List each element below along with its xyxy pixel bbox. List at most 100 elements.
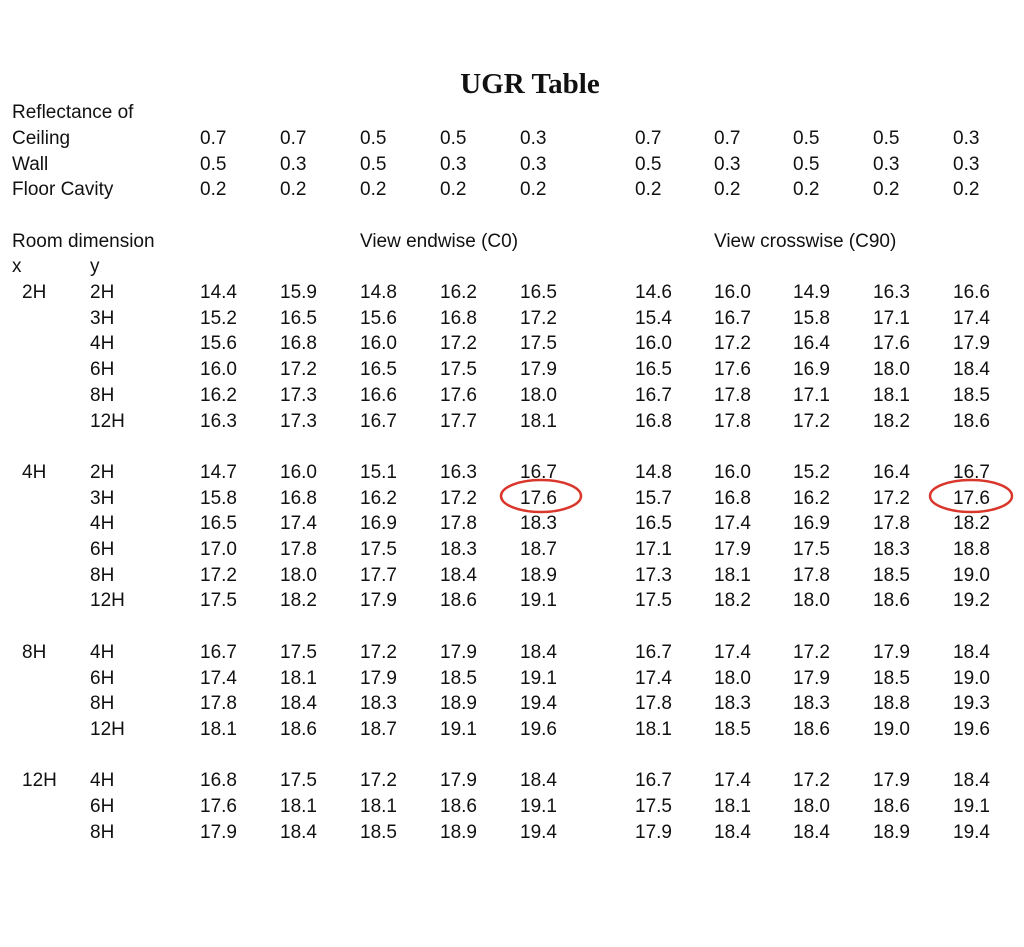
ugr-value: 18.3 <box>440 539 477 560</box>
ugr-value: 17.1 <box>873 307 910 329</box>
ugr-value: 16.4 <box>873 461 910 483</box>
ugr-value: 17.9 <box>520 359 557 381</box>
ugr-value: 19.0 <box>953 564 990 586</box>
ugr-value: 18.4 <box>953 770 990 792</box>
ugr-value: 17.2 <box>440 333 477 355</box>
ugr-value: 16.8 <box>714 487 751 509</box>
ugr-value: 19.0 <box>873 718 910 740</box>
reflectance-value: 0.2 <box>714 179 741 201</box>
ugr-value: 17.2 <box>714 333 751 355</box>
ugr-value: 18.9 <box>520 564 557 586</box>
y-dimension: 4H <box>90 641 115 663</box>
ugr-value: 17.8 <box>635 693 672 715</box>
ugr-value: 18.1 <box>714 796 751 817</box>
ugr-value: 18.6 <box>440 590 477 612</box>
ugr-value: 17.6 <box>873 333 910 355</box>
ugr-value: 17.7 <box>440 410 477 432</box>
reflectance-value: 0.2 <box>360 179 387 201</box>
ugr-value: 17.3 <box>635 564 672 586</box>
ugr-value: 17.3 <box>280 410 317 432</box>
ugr-value: 18.2 <box>953 513 990 535</box>
ugr-value: 18.1 <box>635 718 672 740</box>
ugr-value: 15.7 <box>635 487 672 509</box>
ugr-value: 17.1 <box>793 384 830 406</box>
y-dimension: 12H <box>90 410 125 432</box>
ugr-value: 17.1 <box>635 539 672 560</box>
ugr-value: 18.1 <box>520 410 557 432</box>
ugr-value: 17.5 <box>280 770 317 792</box>
ugr-value: 17.9 <box>714 539 751 560</box>
ugr-value: 16.7 <box>360 410 397 432</box>
ugr-value: 18.0 <box>280 564 317 586</box>
reflectance-value: 0.2 <box>440 179 467 201</box>
x-label: x <box>12 256 22 277</box>
ugr-value: 19.4 <box>953 821 990 843</box>
reflectance-label: Wall <box>12 153 49 175</box>
reflectance-value: 0.5 <box>635 153 662 175</box>
ugr-value: 17.8 <box>793 564 830 586</box>
ugr-value: 17.9 <box>873 770 910 792</box>
ugr-value: 17.7 <box>360 564 397 586</box>
ugr-value: 16.6 <box>360 384 397 406</box>
y-dimension: 8H <box>90 564 115 586</box>
ugr-value: 18.2 <box>280 590 317 612</box>
y-dimension: 6H <box>90 667 115 689</box>
x-dimension: 12H <box>22 770 57 792</box>
ugr-value: 18.9 <box>440 821 477 843</box>
ugr-value: 18.4 <box>520 641 557 663</box>
ugr-value: 17.2 <box>793 410 830 432</box>
highlight-circle <box>928 478 1014 514</box>
ugr-value: 18.3 <box>520 513 557 535</box>
ugr-value: 18.4 <box>714 821 751 843</box>
ugr-value: 18.1 <box>280 667 317 689</box>
ugr-value: 16.7 <box>635 384 672 406</box>
ugr-value: 19.6 <box>953 718 990 740</box>
ugr-value: 17.6 <box>520 487 557 509</box>
ugr-value: 17.5 <box>360 539 397 560</box>
ugr-value: 14.4 <box>200 282 237 303</box>
ugr-value: 18.2 <box>714 590 751 612</box>
reflectance-value: 0.2 <box>520 179 547 201</box>
ugr-value: 18.1 <box>873 384 910 406</box>
ugr-value: 16.5 <box>200 513 237 535</box>
ugr-value: 17.2 <box>440 487 477 509</box>
y-dimension: 12H <box>90 590 125 612</box>
y-dimension: 8H <box>90 821 115 843</box>
ugr-value: 16.3 <box>440 461 477 483</box>
reflectance-value: 0.7 <box>280 128 307 149</box>
ugr-value: 16.0 <box>360 333 397 355</box>
reflectance-value: 0.2 <box>793 179 820 201</box>
ugr-value: 17.6 <box>714 359 751 381</box>
y-dimension: 2H <box>90 282 115 303</box>
ugr-value: 16.3 <box>873 282 910 303</box>
ugr-value: 17.4 <box>714 513 751 535</box>
ugr-value: 17.2 <box>793 770 830 792</box>
ugr-value: 15.1 <box>360 461 397 483</box>
ugr-value: 17.4 <box>280 513 317 535</box>
ugr-value: 18.5 <box>714 718 751 740</box>
reflectance-value: 0.5 <box>793 153 820 175</box>
ugr-value: 15.9 <box>280 282 317 303</box>
ugr-value: 17.5 <box>635 796 672 817</box>
ugr-value: 18.3 <box>714 693 751 715</box>
ugr-value: 18.0 <box>520 384 557 406</box>
ugr-value: 15.6 <box>200 333 237 355</box>
y-dimension: 3H <box>90 307 115 329</box>
ugr-value: 17.8 <box>200 693 237 715</box>
ugr-value: 15.6 <box>360 307 397 329</box>
ugr-value: 16.2 <box>200 384 237 406</box>
ugr-value: 18.8 <box>953 539 990 560</box>
reflectance-value: 0.3 <box>714 153 741 175</box>
ugr-value: 19.1 <box>953 796 990 817</box>
y-dimension: 6H <box>90 539 115 560</box>
ugr-value: 18.5 <box>953 384 990 406</box>
ugr-value: 18.3 <box>360 693 397 715</box>
ugr-value: 17.9 <box>873 641 910 663</box>
ugr-value: 15.2 <box>200 307 237 329</box>
reflectance-value: 0.2 <box>280 179 307 201</box>
y-dimension: 6H <box>90 359 115 381</box>
ugr-value: 16.0 <box>714 282 751 303</box>
ugr-value: 16.8 <box>280 333 317 355</box>
ugr-value: 16.5 <box>360 359 397 381</box>
